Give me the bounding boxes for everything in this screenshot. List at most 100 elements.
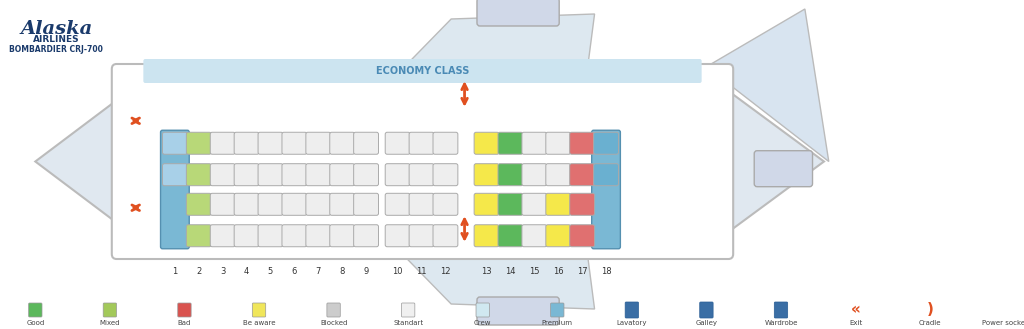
FancyBboxPatch shape [186,193,211,215]
Text: 13: 13 [481,267,492,276]
FancyBboxPatch shape [210,225,236,247]
FancyBboxPatch shape [522,164,547,186]
FancyBboxPatch shape [234,225,259,247]
FancyBboxPatch shape [258,164,283,186]
FancyBboxPatch shape [353,193,379,215]
Text: 2: 2 [197,267,202,276]
Text: Alaska: Alaska [20,20,92,38]
FancyBboxPatch shape [163,164,187,186]
FancyBboxPatch shape [522,225,547,247]
FancyBboxPatch shape [433,132,458,154]
FancyBboxPatch shape [569,225,595,247]
FancyBboxPatch shape [522,132,547,154]
Text: 14: 14 [505,267,516,276]
FancyBboxPatch shape [353,164,379,186]
Text: BOMBARDIER CRJ-700: BOMBARDIER CRJ-700 [9,44,103,54]
FancyBboxPatch shape [385,193,410,215]
FancyBboxPatch shape [210,164,236,186]
FancyBboxPatch shape [401,303,415,317]
FancyBboxPatch shape [186,164,211,186]
FancyBboxPatch shape [569,132,595,154]
FancyBboxPatch shape [433,193,458,215]
Text: 18: 18 [601,267,611,276]
Text: 12: 12 [440,267,451,276]
Text: Power socket: Power socket [982,320,1024,326]
FancyBboxPatch shape [546,225,570,247]
Text: ECONOMY CLASS: ECONOMY CLASS [376,66,469,76]
Text: Exit: Exit [849,320,862,326]
FancyBboxPatch shape [330,225,354,247]
FancyBboxPatch shape [103,303,117,317]
FancyBboxPatch shape [252,303,265,317]
Polygon shape [671,9,828,162]
Text: Be aware: Be aware [243,320,275,326]
FancyBboxPatch shape [178,303,191,317]
FancyBboxPatch shape [410,193,434,215]
FancyBboxPatch shape [330,164,354,186]
FancyBboxPatch shape [234,132,259,154]
FancyBboxPatch shape [186,225,211,247]
FancyBboxPatch shape [258,225,283,247]
Text: 3: 3 [220,267,225,276]
FancyBboxPatch shape [306,132,331,154]
FancyBboxPatch shape [569,164,595,186]
Text: Bad: Bad [178,320,191,326]
FancyBboxPatch shape [476,303,489,317]
FancyBboxPatch shape [474,164,499,186]
FancyBboxPatch shape [592,130,621,249]
FancyBboxPatch shape [546,164,570,186]
Polygon shape [35,97,122,226]
FancyBboxPatch shape [774,302,787,318]
FancyBboxPatch shape [143,59,701,83]
Text: 5: 5 [268,267,273,276]
FancyBboxPatch shape [477,0,559,26]
FancyBboxPatch shape [210,132,236,154]
Text: Standart: Standart [393,320,423,326]
FancyBboxPatch shape [234,164,259,186]
Text: «: « [851,302,860,317]
Text: 11: 11 [417,267,427,276]
FancyBboxPatch shape [330,193,354,215]
Text: Cradle: Cradle [919,320,941,326]
FancyBboxPatch shape [410,132,434,154]
FancyBboxPatch shape [282,132,307,154]
FancyBboxPatch shape [433,225,458,247]
FancyBboxPatch shape [282,193,307,215]
Text: 16: 16 [553,267,563,276]
FancyBboxPatch shape [699,302,713,318]
Text: 4: 4 [244,267,249,276]
FancyBboxPatch shape [330,132,354,154]
Text: AIRLINES: AIRLINES [33,36,80,44]
FancyBboxPatch shape [498,225,523,247]
Text: 10: 10 [392,267,402,276]
FancyBboxPatch shape [234,193,259,215]
FancyBboxPatch shape [498,193,523,215]
FancyBboxPatch shape [410,225,434,247]
FancyBboxPatch shape [258,193,283,215]
FancyBboxPatch shape [306,164,331,186]
Polygon shape [384,14,595,88]
FancyBboxPatch shape [353,132,379,154]
FancyBboxPatch shape [282,164,307,186]
FancyBboxPatch shape [282,225,307,247]
FancyBboxPatch shape [498,132,523,154]
FancyBboxPatch shape [161,130,189,249]
Text: 15: 15 [529,267,540,276]
Text: Lavatory: Lavatory [616,320,647,326]
FancyBboxPatch shape [29,303,42,317]
FancyBboxPatch shape [112,64,733,259]
Text: ): ) [927,302,934,317]
FancyBboxPatch shape [433,164,458,186]
FancyBboxPatch shape [306,193,331,215]
Text: Crew: Crew [474,320,492,326]
FancyBboxPatch shape [474,132,499,154]
FancyBboxPatch shape [306,225,331,247]
Text: Premium: Premium [542,320,572,326]
FancyBboxPatch shape [474,193,499,215]
Text: Mixed: Mixed [99,320,120,326]
FancyBboxPatch shape [353,225,379,247]
Text: 9: 9 [364,267,369,276]
Text: 17: 17 [577,267,588,276]
Text: 7: 7 [315,267,321,276]
Text: Good: Good [27,320,44,326]
